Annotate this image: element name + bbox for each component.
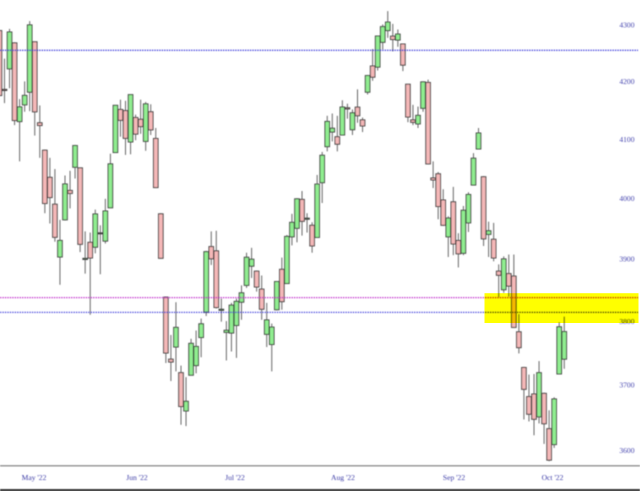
svg-text:4000: 4000 [619,194,634,203]
svg-text:May '22: May '22 [22,473,47,482]
svg-text:Jul '22: Jul '22 [225,473,245,482]
svg-text:Oct '22: Oct '22 [542,473,564,482]
svg-text:4300: 4300 [619,21,634,30]
svg-text:3700: 3700 [619,381,634,390]
svg-text:3900: 3900 [619,255,634,264]
svg-text:Jun '22: Jun '22 [126,473,148,482]
svg-text:Sep '22: Sep '22 [443,473,465,482]
svg-text:3600: 3600 [619,446,634,455]
svg-text:4200: 4200 [619,77,634,86]
svg-text:4100: 4100 [619,135,634,144]
svg-text:Aug '22: Aug '22 [331,473,355,482]
